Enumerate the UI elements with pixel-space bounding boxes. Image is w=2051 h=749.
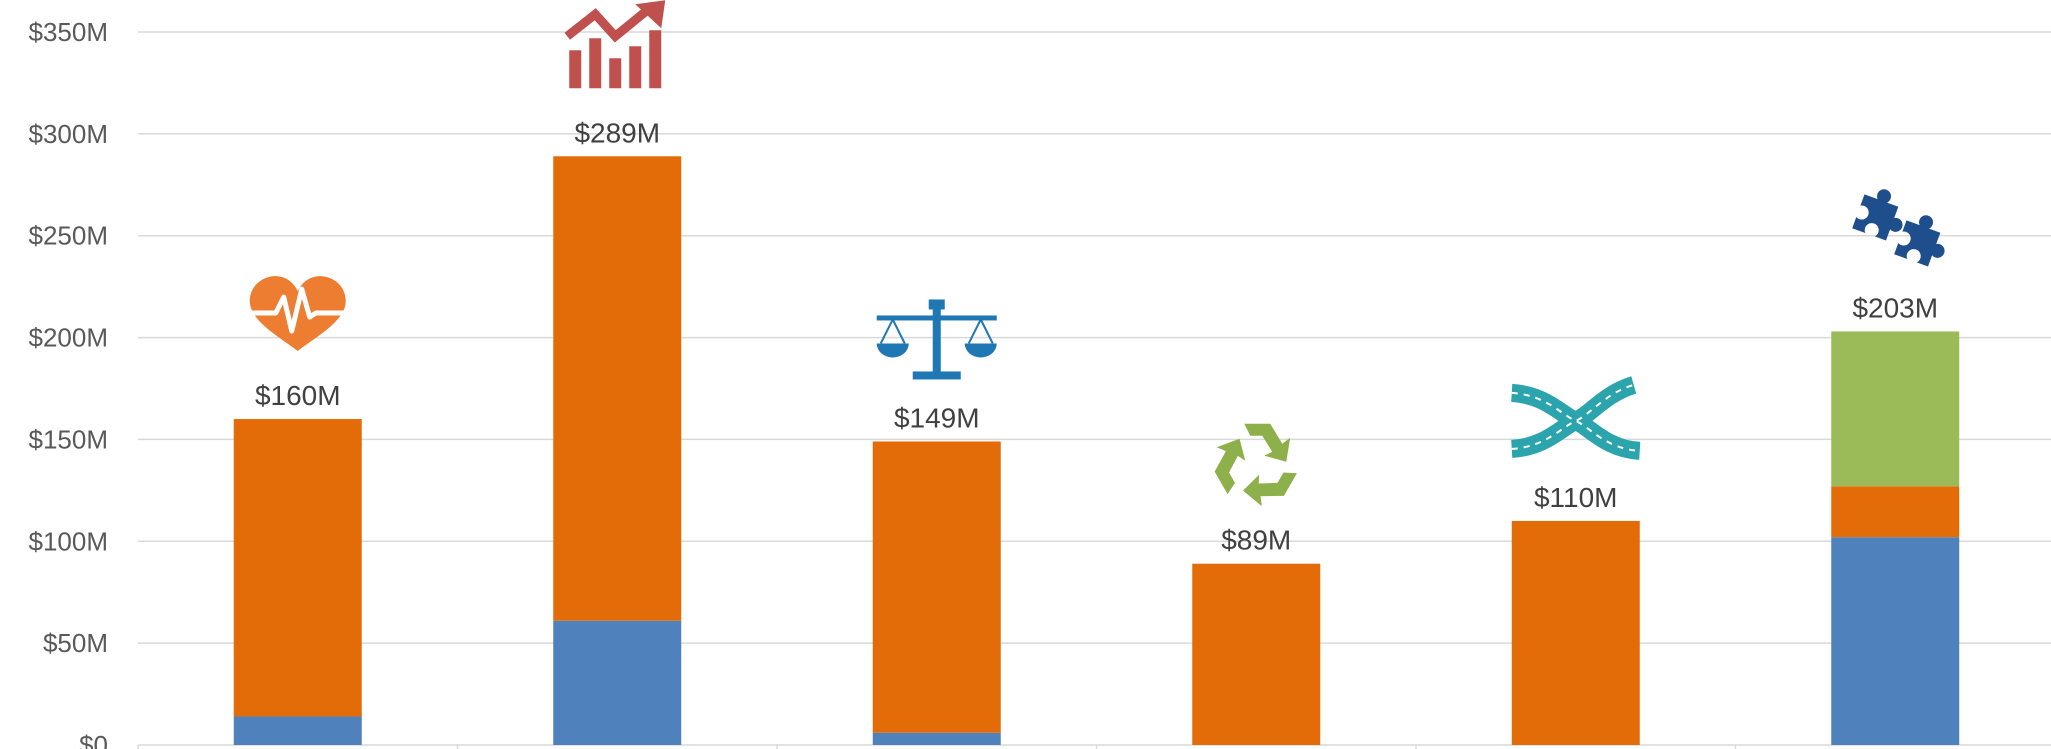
bar-segment-2 xyxy=(1511,520,1640,745)
bar-segment-1 xyxy=(872,732,1001,745)
bar-segment-3 xyxy=(1831,331,1960,487)
y-tick-label: $200M xyxy=(29,323,109,353)
recycle-icon xyxy=(1214,423,1297,507)
total-label: $289M xyxy=(574,117,660,148)
bar-segment-2 xyxy=(872,441,1001,733)
y-tick-label: $350M xyxy=(29,17,109,47)
total-label: $110M xyxy=(1534,482,1618,513)
y-tick-label: $0 xyxy=(79,730,108,749)
category-icons xyxy=(249,0,1945,507)
heart-pulse-icon xyxy=(249,276,346,352)
total-label: $203M xyxy=(1852,292,1938,323)
data-labels: $160M $289M $149M $89M $110M $203M xyxy=(255,117,1938,555)
total-label: $89M xyxy=(1221,525,1291,556)
puzzle-icon xyxy=(1852,189,1945,267)
total-label: $149M xyxy=(894,402,980,433)
y-tick-label: $100M xyxy=(29,526,109,556)
gridlines xyxy=(138,31,2051,746)
bar-segment-2 xyxy=(553,156,682,621)
y-tick-label: $250M xyxy=(29,221,109,251)
total-label: $160M xyxy=(255,380,341,411)
bar-segment-2 xyxy=(1192,563,1321,745)
y-tick-label: $50M xyxy=(43,628,108,658)
y-tick-label: $150M xyxy=(29,424,109,454)
bar-segment-2 xyxy=(233,419,362,717)
bar-segment-1 xyxy=(553,620,682,745)
justice-scale-icon xyxy=(876,299,997,380)
highway-interchange-icon xyxy=(1510,376,1641,460)
bar-segment-1 xyxy=(1831,537,1960,745)
bars xyxy=(233,156,1960,745)
growth-chart-icon xyxy=(564,0,666,89)
bar-segment-1 xyxy=(233,716,362,745)
y-tick-label: $300M xyxy=(29,119,109,149)
y-axis: $0 $50M $100M $150M $200M $250M $300M $350M xyxy=(29,17,1737,749)
bar-segment-2 xyxy=(1831,486,1960,538)
